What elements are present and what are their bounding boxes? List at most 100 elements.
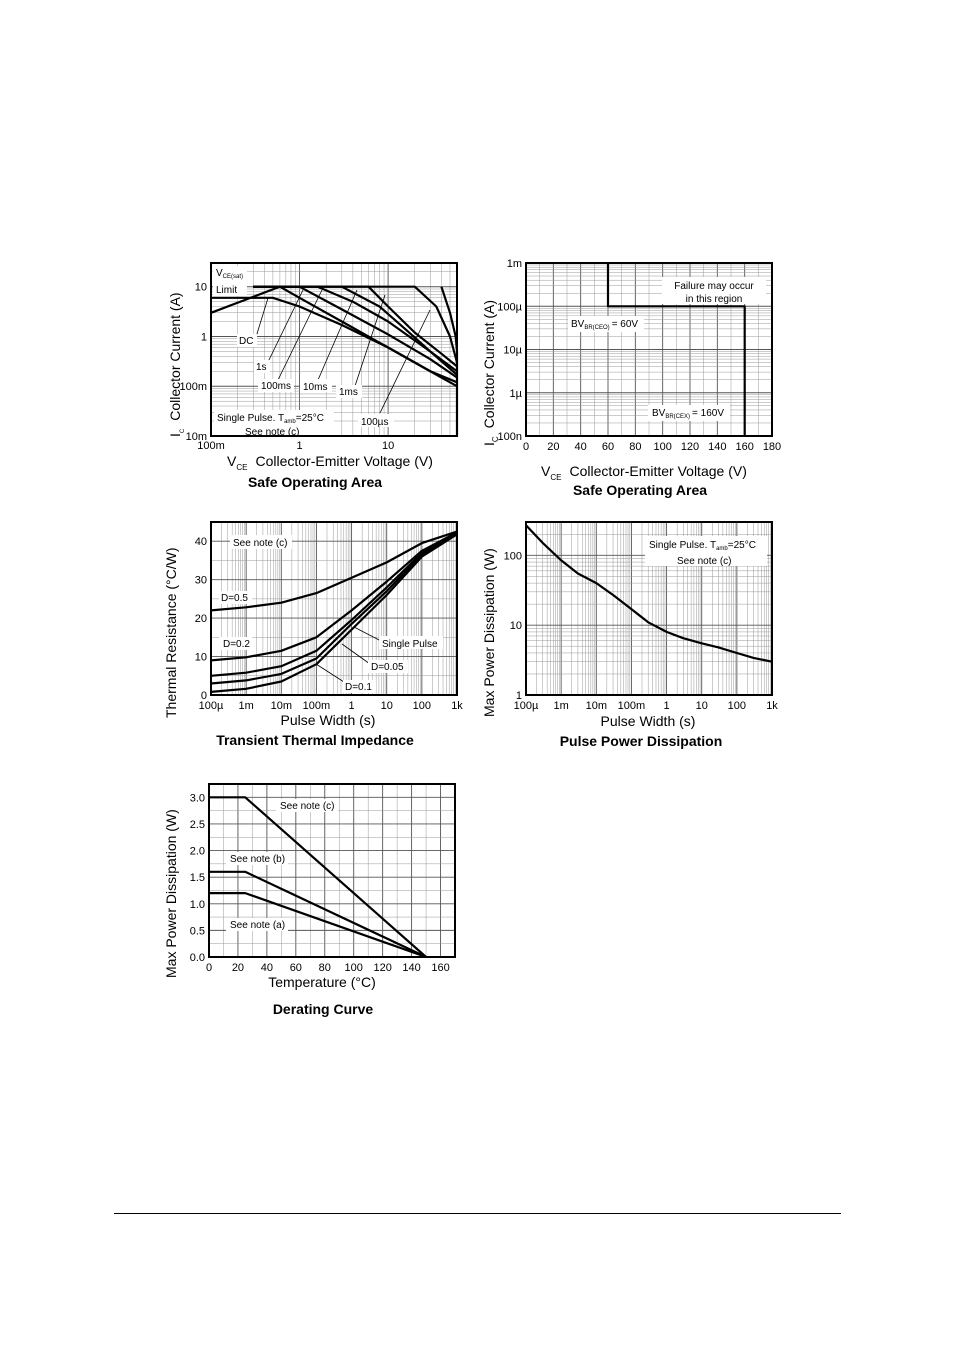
ppd-title: Pulse Power Dissipation	[560, 733, 723, 749]
ppd-y-tick-label: 1	[516, 690, 522, 702]
footer-rule	[114, 1213, 841, 1214]
soa2-series-line-0	[606, 263, 746, 436]
der-x-tick-label: 100	[345, 962, 363, 974]
derating-frame	[208, 783, 456, 958]
ppd-x-tick-label: 10m	[586, 700, 607, 712]
soa2-x-tick-label: 100	[653, 441, 671, 453]
tti-label-d02: D=0.2	[223, 639, 250, 650]
soa2-x-tick-label: 60	[602, 441, 614, 453]
chart-soa-linear: Failure may occur in this region BVBR(CE…	[481, 258, 781, 498]
soa1-label-100us: 100µs	[361, 417, 388, 428]
der-y-tick-label: 2.5	[190, 819, 205, 831]
chart-derating: See note (c) See note (b) See note (a) 0…	[163, 783, 456, 1017]
soa1-series-line-6	[253, 285, 459, 363]
tti-x-tick-label: 100m	[303, 700, 331, 712]
soa2-y-axis-label: ICCollector Current (A)	[481, 300, 500, 446]
tti-y-axis-label: Thermal Resistance (°C/W)	[163, 547, 179, 718]
soa2-x-tick-label: 140	[708, 441, 726, 453]
soa1-y-tick-labels: 10m 100m 1 10	[179, 282, 207, 443]
tti-series-line-2	[210, 532, 458, 677]
derating-series-line-0	[209, 796, 427, 958]
soa2-y-tick-labels: 100n 1µ 10µ 100µ 1m	[497, 258, 522, 443]
soa1-x-axis-label: VCE Collector-Emitter Voltage (V)	[227, 453, 433, 472]
svg-text:in this region: in this region	[686, 294, 743, 305]
derating-y-tick-labels: 0.0 0.5 1.0 1.5 2.0 2.5 3.0	[190, 792, 205, 964]
soa2-annotation-failure: Failure may occur in this region	[662, 277, 766, 305]
tti-x-tick-label: 10	[381, 700, 393, 712]
soa2-y-tick-label: 100µ	[497, 301, 522, 313]
tti-x-tick-label: 1	[349, 700, 355, 712]
tti-series-line-0	[210, 530, 458, 612]
tti-y-tick-label: 10	[195, 652, 207, 664]
der-x-tick-label: 140	[402, 962, 420, 974]
ppd-x-tick-label: 1k	[766, 700, 778, 712]
svg-text:See note (c): See note (c)	[245, 427, 299, 438]
tti-y-tick-label: 30	[195, 575, 207, 587]
derating-x-tick-labels: 0 20 40 60 80 100 120 140 160	[206, 962, 450, 974]
soa1-y-tick-label: 100m	[179, 381, 207, 393]
ppd-x-tick-label: 10	[696, 700, 708, 712]
ppd-y-tick-label: 10	[510, 620, 522, 632]
ppd-x-tick-label: 100m	[618, 700, 646, 712]
ppd-annotation: Single Pulse. Tamb=25°C See note (c)	[645, 536, 767, 567]
soa1-x-tick-label: 100m	[197, 440, 225, 452]
soa2-y-tick-label: 10µ	[503, 345, 522, 357]
svg-text:See note (c): See note (c)	[233, 538, 287, 549]
der-y-tick-label: 0.5	[190, 925, 205, 937]
tti-x-tick-label: 100	[413, 700, 431, 712]
der-y-tick-label: 2.0	[190, 846, 205, 858]
svg-text:BVBR(CEX)= 160V: BVBR(CEX) = 160V	[652, 408, 724, 420]
der-x-tick-label: 40	[261, 962, 273, 974]
svg-text:Limit: Limit	[216, 285, 237, 296]
der-y-tick-label: 1.5	[190, 872, 205, 884]
tti-y-tick-labels: 0 10 20 30 40	[195, 536, 207, 702]
tti-annotation-note: See note (c)	[230, 535, 292, 549]
soa1-curve-labels: DC 1s 100ms 10ms 1ms 100µs	[237, 289, 431, 428]
soa2-x-axis-label: VCE Collector-Emitter Voltage (V)	[541, 463, 747, 482]
soa1-x-tick-labels: 100m 1 10	[197, 440, 394, 452]
ppd-x-tick-label: 1m	[554, 700, 569, 712]
soa2-y-tick-label: 1m	[507, 258, 522, 270]
soa1-frame	[210, 262, 458, 437]
derating-label-c: See note (c)	[280, 801, 334, 812]
tti-x-tick-labels: 100µ 1m 10m 100m 1 10 100 1k	[199, 700, 464, 712]
tti-x-axis-label: Pulse Width (s)	[281, 712, 376, 728]
soa1-y-tick-label: 10m	[186, 431, 207, 443]
der-x-tick-label: 60	[290, 962, 302, 974]
soa2-x-tick-labels: 0 20 40 60 80 100 120 140 160 180	[523, 441, 781, 453]
der-y-tick-label: 3.0	[190, 792, 205, 804]
tti-y-tick-label: 40	[195, 536, 207, 548]
der-x-tick-label: 20	[232, 962, 244, 974]
tti-series-line-1	[210, 531, 458, 662]
tti-frame	[210, 521, 458, 696]
der-x-tick-label: 160	[431, 962, 449, 974]
derating-label-a: See note (a)	[230, 920, 285, 931]
soa2-frame	[525, 262, 773, 437]
tti-y-tick-label: 0	[201, 690, 207, 702]
der-y-tick-label: 0.0	[190, 952, 205, 964]
soa2-x-tick-label: 40	[575, 441, 587, 453]
svg-text:Single Pulse. Tamb=25°C: Single Pulse. Tamb=25°C	[649, 540, 756, 552]
soa1-label-1s: 1s	[256, 362, 267, 373]
soa1-y-tick-label: 10	[195, 282, 207, 294]
chart-pulse-power: Single Pulse. Tamb=25°C See note (c) 110…	[481, 521, 778, 749]
tti-label-d01: D=0.1	[345, 682, 372, 693]
der-y-tick-label: 1.0	[190, 899, 205, 911]
ppd-x-axis-label: Pulse Width (s)	[601, 713, 696, 729]
ppd-x-tick-label: 100	[728, 700, 746, 712]
soa2-annotation-bvcex: BVBR(CEX) = 160V	[648, 405, 730, 421]
ppd-x-tick-label: 100µ	[514, 700, 539, 712]
ppd-frame	[525, 521, 773, 696]
svg-text:See note (c): See note (c)	[677, 556, 731, 567]
soa2-x-tick-label: 120	[681, 441, 699, 453]
derating-y-axis-label: Max Power Dissipation (W)	[163, 809, 179, 978]
ppd-y-tick-labels: 1 10 100	[504, 550, 522, 702]
svg-text:BVBR(CEO)= 60V: BVBR(CEO) = 60V	[571, 319, 638, 331]
soa1-label-100ms: 100ms	[261, 381, 291, 392]
soa2-title: Safe Operating Area	[573, 482, 707, 498]
soa2-x-tick-label: 160	[735, 441, 753, 453]
ppd-y-axis-label: Max Power Dissipation (W)	[481, 548, 497, 717]
tti-x-tick-label: 1m	[239, 700, 254, 712]
der-x-tick-label: 120	[373, 962, 391, 974]
derating-x-axis-label: Temperature (°C)	[268, 974, 376, 990]
